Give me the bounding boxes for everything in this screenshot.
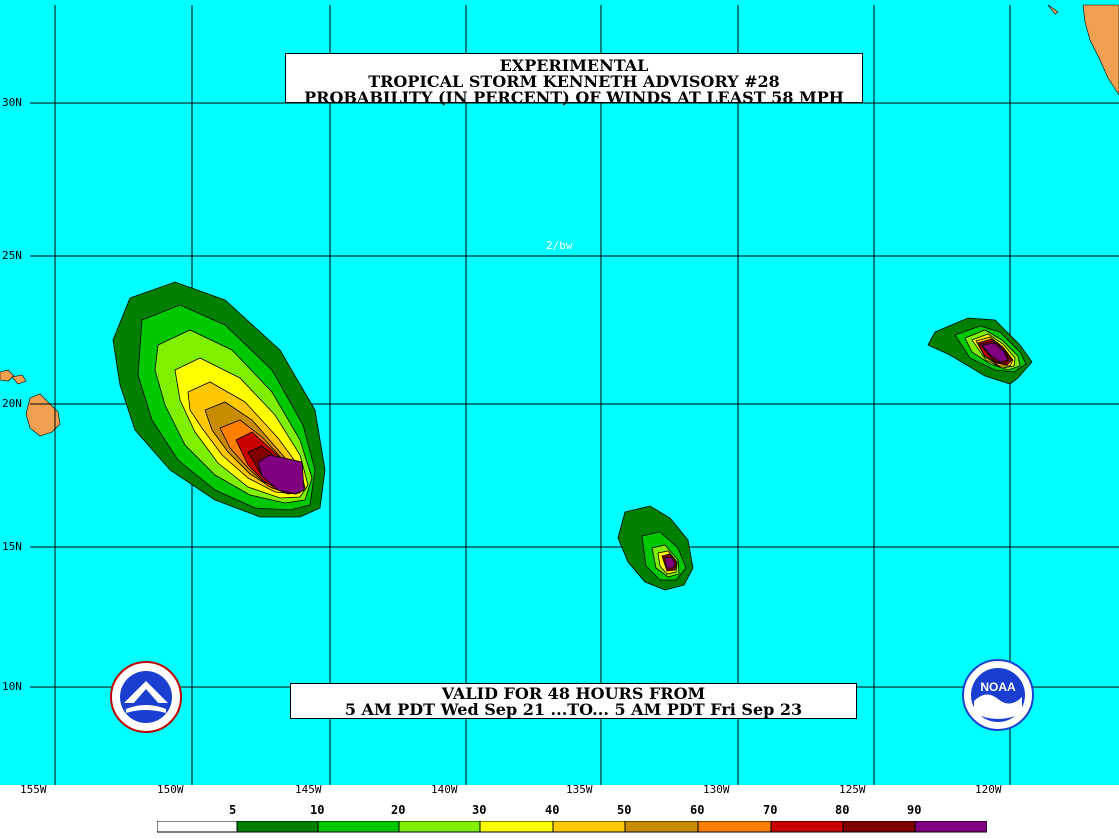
bottom-strip xyxy=(0,785,1119,800)
lon-label-140w: 140W xyxy=(431,783,458,796)
lon-label-135w: 135W xyxy=(566,783,593,796)
legend-label: 60 xyxy=(690,803,705,817)
valid-line-2: 5 AM PDT Wed Sep 21 ...TO... 5 AM PDT Fr… xyxy=(344,700,803,719)
valid-line-1: VALID FOR 48 HOURS FROM xyxy=(441,684,706,703)
legend-label: 70 xyxy=(763,803,778,817)
title-line-2: TROPICAL STORM KENNETH ADVISORY #28 xyxy=(368,72,780,91)
lon-label-130w: 130W xyxy=(703,783,730,796)
noaa-logo-text: NOAA xyxy=(980,680,1016,694)
lon-label-150w: 150W xyxy=(157,783,184,796)
lat-label-10n: 10N xyxy=(2,680,22,693)
lat-label-30n: 30N xyxy=(2,96,22,109)
title-box: EXPERIMENTAL TROPICAL STORM KENNETH ADVI… xyxy=(285,53,863,107)
lon-label-155w: 155W xyxy=(20,783,47,796)
lat-label-25n: 25N xyxy=(2,249,22,262)
nws-logo-icon xyxy=(110,661,182,733)
legend-label: 5 xyxy=(229,803,237,817)
title-line-3: PROBABILITY (IN PERCENT) OF WINDS AT LEA… xyxy=(304,88,844,107)
legend-label: 50 xyxy=(617,803,632,817)
lat-label-15n: 15N xyxy=(2,540,22,553)
legend-swatch xyxy=(914,821,987,833)
legend-swatch xyxy=(398,821,481,833)
noaa-logo-icon: NOAA xyxy=(962,659,1034,731)
legend-label: 20 xyxy=(391,803,406,817)
lon-label-125w: 125W xyxy=(839,783,866,796)
legend-swatch xyxy=(624,821,699,833)
valid-time-box: VALID FOR 48 HOURS FROM 5 AM PDT Wed Sep… xyxy=(290,683,857,719)
legend-bar xyxy=(157,821,987,833)
probability-swath-center xyxy=(617,505,694,591)
legend-label: 80 xyxy=(835,803,850,817)
legend-label: 90 xyxy=(907,803,922,817)
legend-swatch xyxy=(697,821,772,833)
legend-swatch xyxy=(552,821,626,833)
lon-label-145w: 145W xyxy=(295,783,322,796)
lon-label-120w: 120W xyxy=(975,783,1002,796)
probability-map xyxy=(0,0,1119,800)
legend-label: 30 xyxy=(472,803,487,817)
legend-swatch xyxy=(317,821,400,833)
legend-label: 10 xyxy=(310,803,325,817)
legend-swatch xyxy=(157,821,238,833)
legend-swatch xyxy=(479,821,554,833)
lat-label-20n: 20N xyxy=(2,397,22,410)
probability-swath-west xyxy=(112,281,326,518)
mexico-coast xyxy=(1047,4,1119,96)
grid xyxy=(30,5,1119,785)
product-note: 2/bw xyxy=(546,239,573,252)
legend-swatch xyxy=(236,821,319,833)
title-line-1: EXPERIMENTAL xyxy=(499,56,649,75)
legend-label: 40 xyxy=(545,803,560,817)
probability-swath-east xyxy=(927,317,1033,385)
legend-swatch xyxy=(842,821,916,833)
legend-swatch xyxy=(770,821,844,833)
